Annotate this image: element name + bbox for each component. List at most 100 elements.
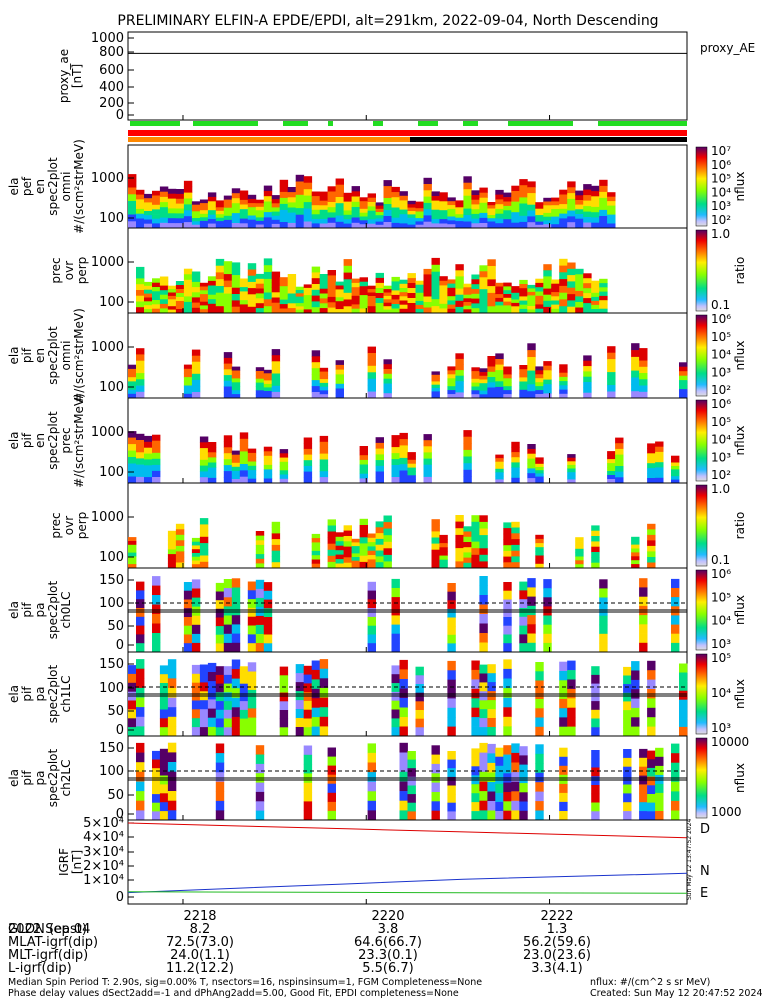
spectrogram-cell xyxy=(535,810,544,821)
spectrogram-cell xyxy=(367,372,376,380)
spectrogram-cell xyxy=(183,192,193,199)
spectrogram-cell xyxy=(655,462,664,468)
spectrogram-cell xyxy=(375,442,384,449)
spectrogram-cell xyxy=(591,785,600,795)
spectrogram-cell xyxy=(567,306,576,314)
spectrogram-cell xyxy=(327,207,336,213)
spectrogram-cell xyxy=(639,793,648,803)
spectrogram-cell xyxy=(671,455,680,460)
spectrogram-cell xyxy=(191,292,201,298)
spectrogram-cell xyxy=(431,299,440,307)
spectrogram-cell xyxy=(383,393,392,399)
spectrogram-cell xyxy=(279,281,289,287)
spectrogram-cell xyxy=(351,546,360,551)
spectrogram-cell xyxy=(223,666,233,676)
spectrogram-cell xyxy=(136,643,145,653)
panel-label: [nT] xyxy=(70,850,84,874)
spectrogram-cell xyxy=(559,372,568,378)
spectrogram-cell xyxy=(527,578,536,588)
spectrogram-cell xyxy=(351,308,360,314)
spectrogram-cell xyxy=(607,463,616,468)
spectrogram-cell xyxy=(335,388,344,394)
spectrogram-cell xyxy=(199,203,209,208)
spectrogram-cell xyxy=(455,375,464,382)
spectrogram-cell xyxy=(455,554,464,562)
spectrogram-cell xyxy=(311,698,321,708)
spectrogram-cell xyxy=(279,222,289,229)
spectrogram-cell xyxy=(495,458,504,463)
spectrogram-cell xyxy=(607,205,616,211)
spectrogram-cell xyxy=(471,223,480,229)
spectrogram-cell xyxy=(287,278,297,285)
spectrogram-cell xyxy=(335,393,344,399)
spectrogram-cell xyxy=(655,811,664,821)
spectrogram-cell xyxy=(303,189,313,197)
spectrogram-cell xyxy=(471,374,480,380)
spectrogram-cell xyxy=(599,222,608,229)
spectrogram-cell xyxy=(559,661,568,672)
spectrogram-cell xyxy=(535,559,544,565)
spectrogram-cell xyxy=(255,810,265,821)
spectrogram-cell xyxy=(639,354,648,361)
panel-label: ela xyxy=(7,346,21,364)
spectrogram-cell xyxy=(191,281,201,288)
spectrogram-cell xyxy=(327,801,336,812)
spectrogram-cell xyxy=(335,379,344,385)
spectrogram-cell xyxy=(535,699,544,709)
spectrogram-cell xyxy=(319,379,329,384)
spectrogram-cell xyxy=(415,288,424,294)
spectrogram-cell xyxy=(615,471,624,478)
spectrogram-cell xyxy=(303,754,313,765)
colorbar xyxy=(695,737,708,819)
spectrogram-cell xyxy=(447,776,456,786)
spectrogram-cell xyxy=(255,293,265,299)
spectrogram-cell xyxy=(327,302,336,309)
spectrogram-cell xyxy=(519,764,528,775)
spectrogram-cell xyxy=(375,208,384,213)
spectrogram-cell xyxy=(495,301,504,306)
spectrogram-cell xyxy=(479,541,488,549)
colorbar-tick-label: 10⁶ xyxy=(711,397,731,411)
spectrogram-cell xyxy=(263,369,273,374)
spectrogram-cell xyxy=(271,539,281,546)
spectrogram-cell xyxy=(447,698,456,709)
spectrogram-cell xyxy=(463,436,472,444)
spectrogram-cell xyxy=(223,459,233,466)
spectrogram-cell xyxy=(327,296,336,303)
spectrogram-cell xyxy=(463,456,472,464)
spectrogram-cell xyxy=(415,280,424,286)
spectrogram-cell xyxy=(487,224,496,229)
spectrogram-cell xyxy=(367,296,376,300)
spectrogram-cell xyxy=(535,463,544,468)
spectrogram-cell xyxy=(455,217,464,222)
spectrogram-cell xyxy=(255,754,265,765)
y-tick-label: 100 xyxy=(99,764,124,779)
spectrogram-cell xyxy=(503,801,512,811)
spectrogram-cell xyxy=(152,218,161,224)
spectrogram-cell xyxy=(535,386,544,391)
colorbar-tick-label: 10⁶ xyxy=(711,158,731,172)
spectrogram-cell xyxy=(415,300,424,306)
spectrogram-cell xyxy=(591,552,600,558)
spectrogram-cell xyxy=(503,625,512,635)
spectrogram-cell xyxy=(255,386,265,391)
spectrogram-cell xyxy=(399,296,408,301)
panel-label: pif xyxy=(20,770,34,786)
spectrogram-cell xyxy=(671,469,680,474)
y-tick-label: 100 xyxy=(99,465,124,480)
spectrogram-cell xyxy=(303,302,313,307)
spectrogram-cell xyxy=(551,287,560,293)
spectrogram-cell xyxy=(271,287,281,293)
spectrogram-cell xyxy=(303,665,313,675)
spectrogram-cell xyxy=(128,673,137,684)
spectrogram-cell xyxy=(583,355,592,362)
spectrogram-cell xyxy=(647,540,656,547)
spectrogram-cell xyxy=(511,810,520,821)
spectrogram-cell xyxy=(463,189,472,197)
spectrogram-cell xyxy=(391,471,400,478)
spectrogram-cell xyxy=(487,361,496,367)
spectrogram-cell xyxy=(152,287,161,292)
spectrogram-cell xyxy=(383,369,392,375)
spectrogram-cell xyxy=(519,634,528,644)
